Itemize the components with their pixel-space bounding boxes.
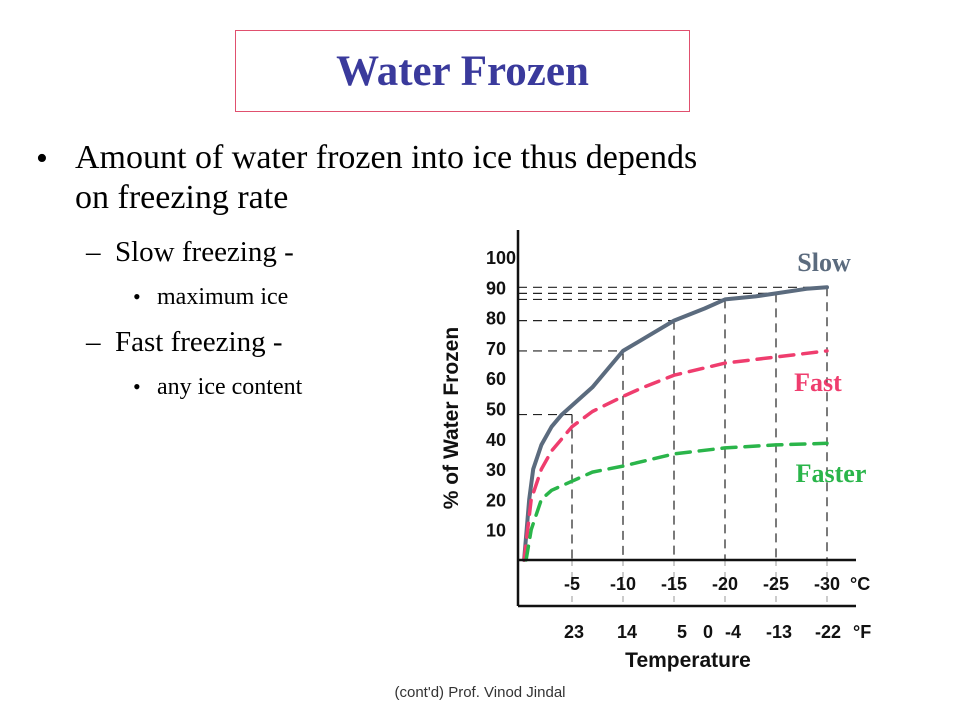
- y-tick-label: 90: [486, 278, 506, 298]
- bullet-dot-icon: •: [133, 284, 141, 309]
- sub-bullet-slow: Slow freezing -: [115, 236, 294, 268]
- sub-bullet-fast: Fast freezing -: [115, 326, 283, 358]
- x-unit-f: °F: [853, 622, 871, 642]
- title-box: Water Frozen: [235, 30, 690, 112]
- sub-sub-bullet-any-ice: any ice content: [157, 374, 303, 400]
- x-tick-label-f: -13: [766, 622, 792, 642]
- series-lines: [522, 285, 829, 562]
- y-tick-label: 10: [486, 521, 506, 541]
- slide-title: Water Frozen: [336, 47, 589, 95]
- series-line-slow: [522, 285, 829, 562]
- y-tick-label: 30: [486, 460, 506, 480]
- bullet-dot-icon: •: [36, 140, 48, 177]
- x-axis-label: Temperature: [625, 649, 751, 672]
- x-tick-label-f: -22: [815, 622, 841, 642]
- x-tick-label-c: -20: [712, 574, 738, 594]
- guide-lines: [518, 286, 828, 606]
- series-labels: Slow Fast Faster: [794, 248, 866, 488]
- x-tick-label-c: -30: [814, 574, 840, 594]
- series-label-faster: Faster: [796, 459, 867, 488]
- bullet-dot-icon: •: [133, 374, 141, 399]
- x-tick-label-c: -5: [564, 574, 580, 594]
- y-tick-label: 100: [486, 248, 516, 268]
- sub-sub-bullet-max-ice: maximum ice: [157, 284, 289, 310]
- y-tick-label: 70: [486, 339, 506, 359]
- series-label-fast: Fast: [794, 368, 842, 397]
- x-tick-label-c: -10: [610, 574, 636, 594]
- series-line-faster: [524, 441, 829, 562]
- tick-labels: 10 20 30 40 50 60 70 80 90 100 -5 -10 -15 -20 -25 -30 23…: [486, 248, 841, 642]
- dash-icon: –: [86, 236, 101, 268]
- footer-text: (cont'd) Prof. Vinod Jindal: [394, 684, 566, 701]
- y-axis-label: % of Water Frozen: [440, 327, 463, 509]
- dash-icon: –: [86, 326, 101, 358]
- bullet-main: Amount of water frozen into ice thus dep…: [75, 139, 698, 216]
- y-tick-label: 20: [486, 490, 506, 510]
- x-tick-label-f: 0: [703, 622, 713, 642]
- x-tick-label-c: -25: [763, 574, 789, 594]
- x-tick-label-f: 5: [677, 622, 687, 642]
- y-tick-label: 80: [486, 309, 506, 329]
- x-tick-label-f: 23: [564, 622, 584, 642]
- series-line-fast: [522, 349, 829, 562]
- x-tick-label-f: 14: [617, 622, 637, 642]
- x-unit-c: °C: [850, 574, 870, 594]
- series-label-slow: Slow: [797, 248, 851, 277]
- y-tick-label: 50: [486, 400, 506, 420]
- y-tick-label: 40: [486, 430, 506, 450]
- y-tick-label: 60: [486, 369, 506, 389]
- x-tick-label-f: -4: [725, 622, 741, 642]
- axes: [516, 230, 856, 608]
- x-tick-label-c: -15: [661, 574, 687, 594]
